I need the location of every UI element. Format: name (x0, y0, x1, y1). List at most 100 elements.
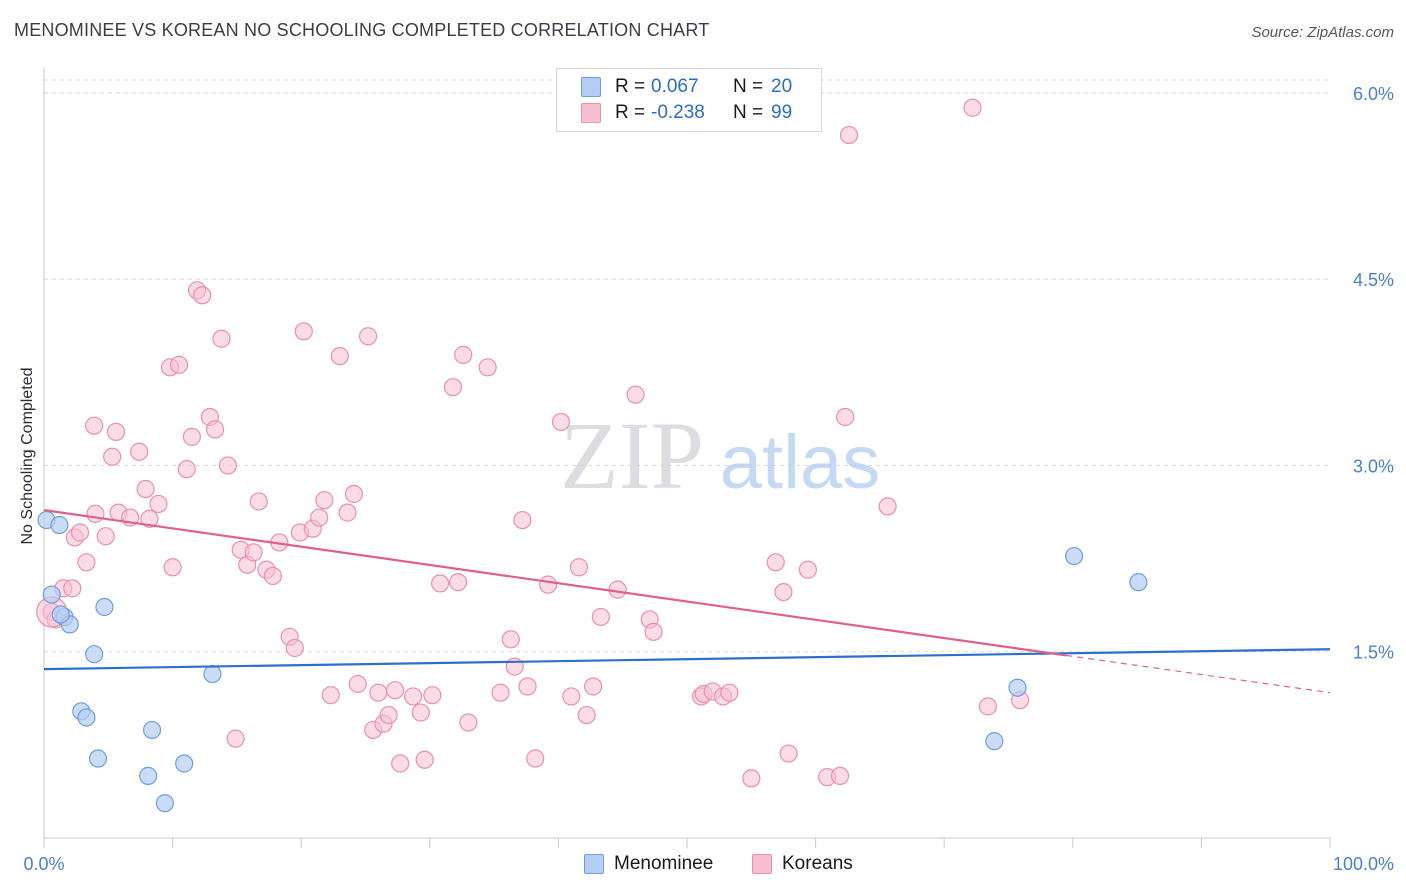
menominee-legend-swatch (584, 854, 604, 874)
chart-title: MENOMINEE VS KOREAN NO SCHOOLING COMPLET… (14, 20, 710, 40)
korean-point (478, 358, 497, 377)
korean-point (106, 422, 126, 441)
x-tick-label-max: 100.0% (1333, 854, 1394, 874)
korean-point (391, 754, 410, 773)
korean-point (193, 286, 212, 305)
menominee-point (1008, 678, 1027, 697)
korean-point (149, 494, 168, 514)
menominee-swatch (581, 77, 601, 97)
korean-point (177, 460, 196, 479)
koreans-swatch (581, 103, 601, 123)
korean-point (169, 355, 189, 374)
korean-point (584, 677, 603, 696)
korean-point (330, 347, 349, 366)
source-label: Source: ZipAtlas.com (1251, 24, 1394, 41)
korean-point (205, 420, 225, 439)
korean-point (182, 427, 201, 446)
n-label: N = (733, 76, 764, 97)
menominee-trendline (43, 648, 1331, 671)
correlation-legend: R = 0.067 N = 20 R = -0.238 N = 99 (556, 68, 822, 132)
y-tick-label: 3.0% (1353, 456, 1394, 476)
koreans-trendline (43, 509, 1067, 657)
koreans-r-value: -0.238 (651, 102, 705, 123)
korean-point (454, 345, 473, 364)
korean-point (448, 573, 468, 592)
korean-point (70, 523, 90, 542)
korean-point (358, 327, 378, 346)
korean-point (85, 416, 104, 435)
korean-point (577, 705, 596, 725)
korean-point (294, 322, 313, 341)
korean-point (415, 750, 434, 769)
trendlines (43, 509, 1331, 694)
korean-point (978, 697, 998, 716)
korean-point (878, 497, 897, 516)
menominee-point (50, 515, 69, 535)
menominee-point (42, 585, 61, 604)
n-label: N = (733, 102, 764, 123)
korean-point (321, 686, 340, 705)
korean-point (766, 553, 785, 572)
korean-point (86, 504, 105, 523)
korean-point (315, 491, 334, 510)
series-legend-menominee: Menominee (584, 852, 713, 876)
korean-point (369, 683, 388, 702)
korean-point (459, 713, 478, 732)
menominee-point (175, 754, 194, 773)
series-legend-koreans: Koreans (752, 852, 853, 876)
koreans-points (36, 98, 1030, 788)
menominee-point (139, 766, 158, 786)
korean-point (551, 412, 571, 432)
koreans-trendline-extension (1066, 654, 1331, 694)
y-tick-label: 1.5% (1353, 643, 1394, 663)
korean-point (423, 686, 442, 705)
korean-point (798, 560, 817, 579)
menominee-point (155, 794, 174, 813)
menominee-point (88, 749, 108, 768)
menominee-point (77, 708, 96, 727)
menominee-legend-label: Menominee (614, 853, 714, 874)
koreans-legend-swatch (752, 854, 772, 874)
korean-point (562, 687, 581, 706)
menominee-point (985, 732, 1004, 751)
korean-point (285, 638, 304, 658)
legend-row-menominee: R = 0.067 N = 20 (581, 75, 792, 99)
korean-point (501, 630, 520, 649)
menominee-r-value: 0.067 (651, 76, 699, 97)
korean-point (539, 575, 558, 594)
korean-point (77, 553, 96, 572)
koreans-n-value: 99 (771, 102, 793, 123)
korean-point (836, 407, 855, 427)
r-label: R = (615, 102, 646, 123)
korean-point (403, 687, 423, 706)
menominee-point (203, 664, 222, 684)
korean-point (644, 622, 663, 641)
korean-point (626, 385, 645, 404)
korean-point (226, 729, 245, 748)
korean-point (830, 766, 850, 786)
korean-point (249, 492, 268, 511)
korean-point (140, 509, 159, 528)
gridlines (44, 79, 1330, 653)
korean-point (774, 582, 793, 602)
korean-point (163, 558, 182, 577)
korean-point (443, 378, 463, 397)
watermark-zip: ZIP (560, 402, 704, 509)
korean-point (130, 442, 149, 461)
korean-point (103, 447, 122, 466)
menominee-point (51, 605, 70, 624)
korean-point (63, 579, 82, 598)
menominee-points (37, 510, 1148, 813)
x-tick-label-min: 0.0% (23, 854, 64, 874)
menominee-point (1129, 573, 1148, 592)
menominee-n-value: 20 (771, 76, 793, 97)
korean-point (136, 479, 155, 499)
menominee-point (142, 720, 162, 740)
legend-row-koreans: R = -0.238 N = 99 (581, 101, 792, 125)
korean-point (218, 456, 237, 475)
korean-point (212, 329, 231, 348)
korean-point (491, 683, 510, 702)
korean-point (526, 749, 545, 768)
menominee-point (1064, 546, 1084, 566)
